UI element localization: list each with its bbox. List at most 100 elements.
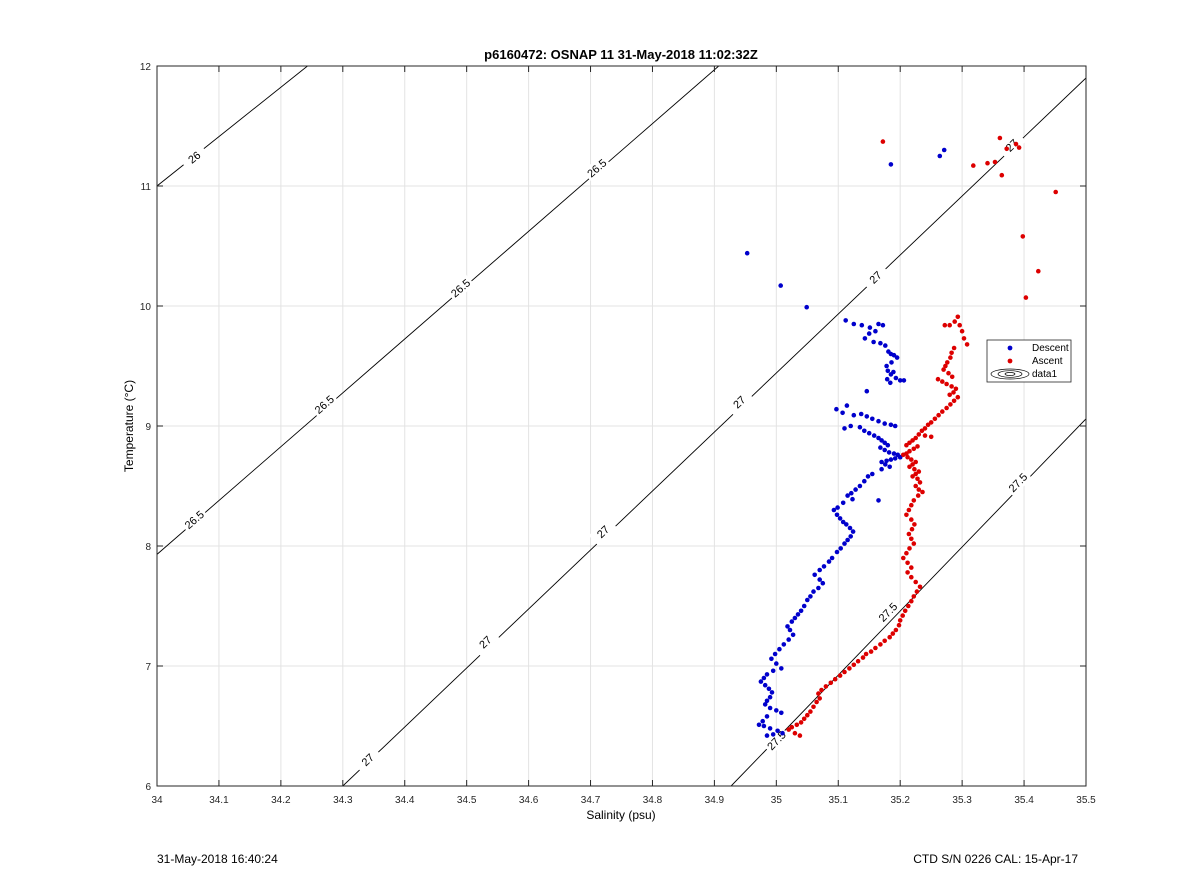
data-point-descent	[849, 490, 854, 496]
data-point-descent	[837, 516, 843, 521]
data-point-descent	[879, 438, 884, 443]
data-point-ascent	[944, 405, 949, 411]
data-point-ascent	[951, 398, 957, 404]
data-point-descent	[892, 423, 898, 429]
data-point-descent	[876, 321, 881, 327]
data-point-descent	[774, 708, 779, 713]
data-point-ascent	[906, 531, 912, 537]
legend-marker-ascent	[1007, 358, 1013, 364]
data-point-ascent	[851, 662, 857, 668]
data-point-ascent	[905, 570, 910, 575]
data-point-ascent	[909, 536, 914, 542]
data-point-ascent	[882, 638, 887, 644]
data-point-descent	[858, 411, 864, 417]
data-point-descent	[798, 608, 804, 614]
data-point-descent	[821, 564, 827, 569]
data-point-ascent	[910, 462, 915, 467]
data-point-descent	[845, 493, 850, 498]
data-point-ascent	[922, 426, 928, 431]
x-tick-label: 35.4	[1014, 795, 1034, 806]
data-point-ascent	[901, 555, 906, 561]
data-point-descent	[842, 541, 847, 546]
data-point-descent	[812, 572, 817, 578]
data-point-ascent	[873, 645, 878, 651]
data-point-descent	[901, 378, 907, 383]
data-point-descent	[876, 418, 881, 424]
data-point-ascent	[819, 687, 824, 693]
data-point-ascent	[916, 432, 922, 437]
x-tick-label: 34	[151, 795, 163, 806]
data-point-descent	[894, 355, 900, 360]
data-point-descent	[897, 454, 903, 460]
data-point-descent	[779, 666, 784, 671]
data-point-descent	[871, 339, 876, 345]
data-point-ascent	[959, 328, 965, 334]
data-point-descent	[817, 567, 822, 573]
data-point-ascent	[901, 452, 906, 458]
data-point-descent	[770, 732, 776, 737]
data-point-descent	[756, 722, 762, 728]
x-tick-label: 35.5	[1076, 795, 1096, 806]
data-point-descent	[760, 718, 765, 724]
data-point-descent	[762, 702, 768, 707]
data-point-ascent	[943, 363, 948, 369]
data-point-descent	[853, 487, 858, 492]
data-point-descent	[848, 534, 853, 539]
data-point-ascent	[904, 550, 909, 556]
legend-label-data1: data1	[1032, 369, 1057, 380]
data-point-descent	[844, 522, 849, 527]
data-point-ascent	[909, 598, 914, 604]
y-tick-label: 9	[145, 422, 151, 433]
data-points	[744, 135, 1058, 738]
data-point-descent	[764, 733, 770, 738]
data-point-ascent	[949, 384, 954, 389]
data-point-ascent	[902, 608, 908, 614]
data-point-descent	[779, 710, 784, 716]
data-point-ascent	[1020, 234, 1026, 239]
data-point-descent	[870, 471, 875, 477]
data-point-ascent	[860, 655, 866, 660]
data-point-ascent	[797, 733, 803, 738]
data-point-descent	[891, 451, 897, 456]
data-point-descent	[870, 416, 875, 422]
data-point-descent	[770, 668, 776, 674]
data-point-ascent	[890, 631, 896, 636]
data-point-ascent	[794, 722, 800, 728]
data-point-descent	[871, 433, 877, 438]
data-point-ascent	[913, 483, 918, 489]
data-point-descent	[892, 456, 898, 461]
data-point-ascent	[847, 666, 852, 671]
data-point-descent	[876, 435, 881, 441]
legend-label-ascent: Ascent	[1032, 356, 1063, 367]
data-point-descent	[744, 250, 750, 256]
data-point-ascent	[887, 634, 892, 640]
data-point-ascent	[999, 172, 1005, 178]
data-point-ascent	[808, 709, 813, 714]
data-point-descent	[785, 624, 790, 629]
data-point-ascent	[837, 673, 843, 678]
data-point-descent	[847, 525, 853, 531]
data-point-ascent	[913, 435, 918, 441]
data-point-descent	[850, 529, 856, 534]
data-point-descent	[862, 428, 867, 434]
data-point-ascent	[951, 390, 956, 395]
data-point-descent	[764, 672, 770, 677]
contour-label-bg	[861, 263, 890, 292]
data-point-descent	[879, 466, 884, 472]
data-point-ascent	[909, 502, 914, 508]
data-point-descent	[761, 723, 767, 729]
data-point-descent	[885, 368, 891, 374]
contour-label-bg	[309, 390, 339, 419]
data-point-descent	[876, 498, 881, 503]
data-point-ascent	[868, 649, 874, 654]
contour-line-26.5	[157, 66, 720, 555]
contour-label-bg	[588, 517, 618, 546]
data-point-ascent	[911, 541, 917, 546]
data-point-descent	[811, 589, 816, 594]
data-point-ascent	[863, 651, 869, 657]
data-point-descent	[840, 410, 845, 416]
data-point-ascent	[917, 480, 923, 485]
data-point-ascent	[913, 471, 918, 477]
data-point-ascent	[811, 704, 816, 710]
